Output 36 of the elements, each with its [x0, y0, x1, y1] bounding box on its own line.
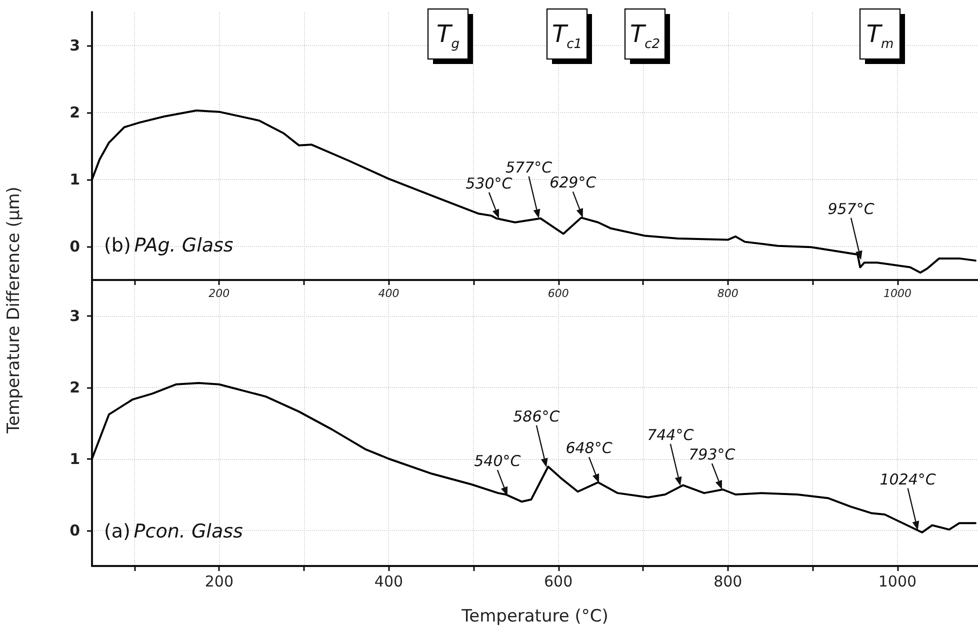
- x-tick-label: 600: [544, 572, 573, 590]
- x-tick-label: 600: [548, 287, 569, 300]
- annotation: 530°C: [466, 174, 513, 192]
- y-tick-label: 1: [70, 450, 80, 468]
- y-axis-title: Temperature Difference (µm): [4, 186, 24, 434]
- x-tick-label: 800: [717, 287, 738, 300]
- annotation: 577°C: [506, 158, 553, 176]
- annotation: 793°C: [688, 445, 736, 464]
- annotation: 540°C: [474, 452, 522, 470]
- text: (a) Pcon. Glass: [104, 520, 243, 542]
- annotation: 1024°C: [880, 470, 936, 488]
- x-tick-label: 1000: [878, 572, 917, 590]
- y-tick-label: 3: [70, 306, 80, 325]
- x-tick-label: 200: [204, 572, 234, 590]
- y-tick-label: 2: [70, 378, 80, 396]
- y-tick-label: 3: [70, 36, 80, 54]
- annotation: T$_{m}$: [866, 20, 894, 52]
- annotation: T$_{c1}$: [552, 20, 582, 52]
- annotation: T$_{c2}$: [630, 20, 660, 52]
- annotation: 744°C: [647, 426, 694, 444]
- y-tick-label: 0: [70, 521, 80, 540]
- x-tick-label: 400: [378, 287, 400, 300]
- annotation: 957°C: [828, 200, 875, 218]
- x-tick-label: 1000: [883, 287, 912, 300]
- x-tick-label: 200: [208, 287, 230, 300]
- x-tick-label: 800: [714, 572, 742, 590]
- x-axis-title: Temperature (°C): [460, 606, 608, 626]
- annotation: 586°C: [513, 407, 560, 426]
- text: (b) PAg. Glass: [104, 234, 234, 256]
- annotation: 629°C: [550, 174, 597, 192]
- y-tick-label: 0: [70, 238, 80, 256]
- y-tick-label: 2: [70, 104, 80, 122]
- annotation: 648°C: [566, 439, 613, 458]
- annotation: T$_{g}$: [436, 20, 460, 52]
- y-tick-label: 1: [70, 170, 80, 188]
- x-tick-label: 400: [374, 572, 404, 590]
